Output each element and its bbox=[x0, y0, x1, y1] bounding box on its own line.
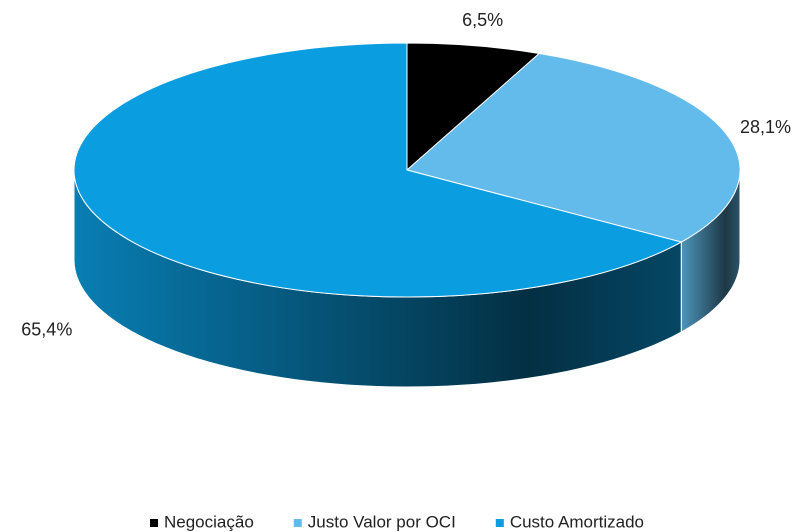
legend: Negociação Justo Valor por OCI Custo Amort… bbox=[150, 512, 644, 531]
legend-label: Custo Amortizado bbox=[510, 512, 644, 531]
pie-tops bbox=[73, 42, 741, 298]
legend-label: Negociação bbox=[164, 512, 254, 531]
pie-slice bbox=[73, 42, 683, 298]
data-label: 28,1% bbox=[740, 117, 791, 137]
legend-marker bbox=[293, 519, 302, 527]
data-labels: 6,5% 28,1% 65,4% bbox=[21, 10, 791, 340]
legend-marker bbox=[150, 519, 158, 527]
data-label: 65,4% bbox=[21, 319, 72, 339]
pie-slice bbox=[406, 42, 541, 172]
legend-label: Justo Valor por OCI bbox=[308, 512, 456, 531]
pie-slice bbox=[405, 52, 741, 243]
legend-marker bbox=[495, 519, 504, 527]
data-label: 6,5% bbox=[462, 10, 503, 30]
